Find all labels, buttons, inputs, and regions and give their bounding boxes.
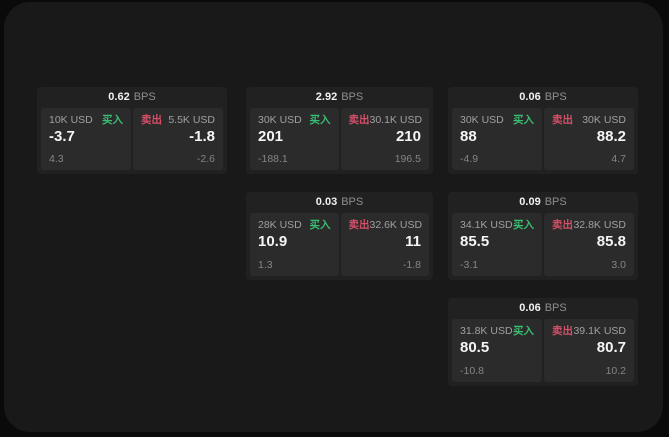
sell-tile[interactable]: 卖出 32.8K USD 85.8 3.0 <box>544 213 634 276</box>
buy-price: 10.9 <box>258 232 288 250</box>
sell-price: 11 <box>405 232 421 250</box>
sell-side-label: 卖出 <box>552 114 573 126</box>
buy-delta: -3.1 <box>460 258 479 271</box>
sell-delta: -2.6 <box>196 152 215 165</box>
bps-value: 0.62 <box>108 91 130 103</box>
sell-price: 85.8 <box>596 232 626 250</box>
buy-price: 80.5 <box>460 338 490 356</box>
buy-delta: 1.3 <box>258 258 273 271</box>
sell-size-label: 32.6K USD <box>369 219 423 231</box>
quote-card: 0.62 BPS 10K USD 买入 -3.7 4.3 卖出 5.5K USD… <box>37 87 227 174</box>
buy-delta: -4.9 <box>460 152 479 165</box>
bps-header: 0.06 BPS <box>448 87 638 108</box>
bps-unit-label: BPS <box>544 196 567 208</box>
bps-unit-label: BPS <box>341 196 364 208</box>
bps-unit-label: BPS <box>544 302 567 314</box>
buy-tile[interactable]: 28K USD 买入 10.9 1.3 <box>250 213 339 276</box>
sell-size-label: 30K USD <box>582 114 626 126</box>
buy-price: 85.5 <box>460 232 490 250</box>
bps-header: 2.92 BPS <box>246 87 433 108</box>
buy-price: 88 <box>460 127 477 145</box>
bps-unit-label: BPS <box>341 91 364 103</box>
bps-unit-label: BPS <box>544 91 567 103</box>
buy-delta: -188.1 <box>258 152 288 165</box>
buy-tile[interactable]: 31.8K USD 买入 80.5 -10.8 <box>452 319 542 382</box>
sell-delta: 4.7 <box>611 152 626 165</box>
sell-delta: -1.8 <box>402 258 421 271</box>
buy-side-label: 买入 <box>309 114 331 126</box>
bps-header: 0.03 BPS <box>246 192 433 213</box>
sell-side-label: 卖出 <box>348 219 370 231</box>
buy-tile[interactable]: 30K USD 买入 201 -188.1 <box>250 108 339 170</box>
bps-value: 0.03 <box>315 196 338 208</box>
buy-size-label: 30K USD <box>258 114 302 126</box>
quote-card: 0.06 BPS 31.8K USD 买入 80.5 -10.8 卖出 39.1… <box>448 298 638 386</box>
buy-side-label: 买入 <box>513 114 534 126</box>
sell-tile[interactable]: 卖出 30K USD 88.2 4.7 <box>544 108 634 170</box>
sell-side-label: 卖出 <box>348 114 370 126</box>
buy-size-label: 10K USD <box>49 114 93 126</box>
buy-price: -3.7 <box>49 127 75 145</box>
buy-size-label: 28K USD <box>258 219 302 231</box>
bps-header: 0.06 BPS <box>448 298 638 319</box>
sell-size-label: 32.8K USD <box>573 219 626 231</box>
sell-size-label: 5.5K USD <box>168 114 215 126</box>
sell-tile[interactable]: 卖出 30.1K USD 210 196.5 <box>340 108 429 170</box>
quote-card: 2.92 BPS 30K USD 买入 201 -188.1 卖出 30.1K … <box>246 87 433 174</box>
buy-size-label: 34.1K USD <box>460 219 513 231</box>
sell-price: 80.7 <box>596 338 626 356</box>
sell-price: -1.8 <box>189 127 215 145</box>
buy-delta: -10.8 <box>460 364 484 377</box>
sell-side-label: 卖出 <box>552 325 573 337</box>
buy-side-label: 买入 <box>513 219 534 231</box>
buy-size-label: 31.8K USD <box>460 325 513 337</box>
buy-side-label: 买入 <box>102 114 123 126</box>
quote-card: 0.09 BPS 34.1K USD 买入 85.5 -3.1 卖出 32.8K… <box>448 192 638 280</box>
sell-size-label: 30.1K USD <box>369 114 423 126</box>
sell-delta: 3.0 <box>611 258 626 271</box>
buy-price: 201 <box>258 127 284 145</box>
buy-tile[interactable]: 10K USD 买入 -3.7 4.3 <box>41 108 131 170</box>
sell-tile[interactable]: 卖出 39.1K USD 80.7 10.2 <box>544 319 634 382</box>
quote-card: 0.06 BPS 30K USD 买入 88 -4.9 卖出 30K USD 8… <box>448 87 638 174</box>
sell-tile[interactable]: 卖出 5.5K USD -1.8 -2.6 <box>133 108 223 170</box>
buy-side-label: 买入 <box>309 219 331 231</box>
sell-delta: 10.2 <box>605 364 626 377</box>
quotes-panel: 0.62 BPS 10K USD 买入 -3.7 4.3 卖出 5.5K USD… <box>4 2 663 432</box>
sell-delta: 196.5 <box>394 152 421 165</box>
bps-value: 0.09 <box>519 196 541 208</box>
buy-tile[interactable]: 34.1K USD 买入 85.5 -3.1 <box>452 213 542 276</box>
buy-delta: 4.3 <box>49 152 64 165</box>
sell-tile[interactable]: 卖出 32.6K USD 11 -1.8 <box>340 213 429 276</box>
bps-value: 0.06 <box>519 302 541 314</box>
sell-price: 88.2 <box>596 127 626 145</box>
buy-size-label: 30K USD <box>460 114 504 126</box>
sell-side-label: 卖出 <box>141 114 162 126</box>
buy-tile[interactable]: 30K USD 买入 88 -4.9 <box>452 108 542 170</box>
bps-header: 0.62 BPS <box>37 87 227 108</box>
sell-price: 210 <box>395 127 421 145</box>
bps-header: 0.09 BPS <box>448 192 638 213</box>
sell-side-label: 卖出 <box>552 219 573 231</box>
bps-unit-label: BPS <box>133 91 156 103</box>
bps-value: 2.92 <box>315 91 338 103</box>
quote-card: 0.03 BPS 28K USD 买入 10.9 1.3 卖出 32.6K US… <box>246 192 433 280</box>
buy-side-label: 买入 <box>513 325 534 337</box>
bps-value: 0.06 <box>519 91 541 103</box>
sell-size-label: 39.1K USD <box>573 325 626 337</box>
